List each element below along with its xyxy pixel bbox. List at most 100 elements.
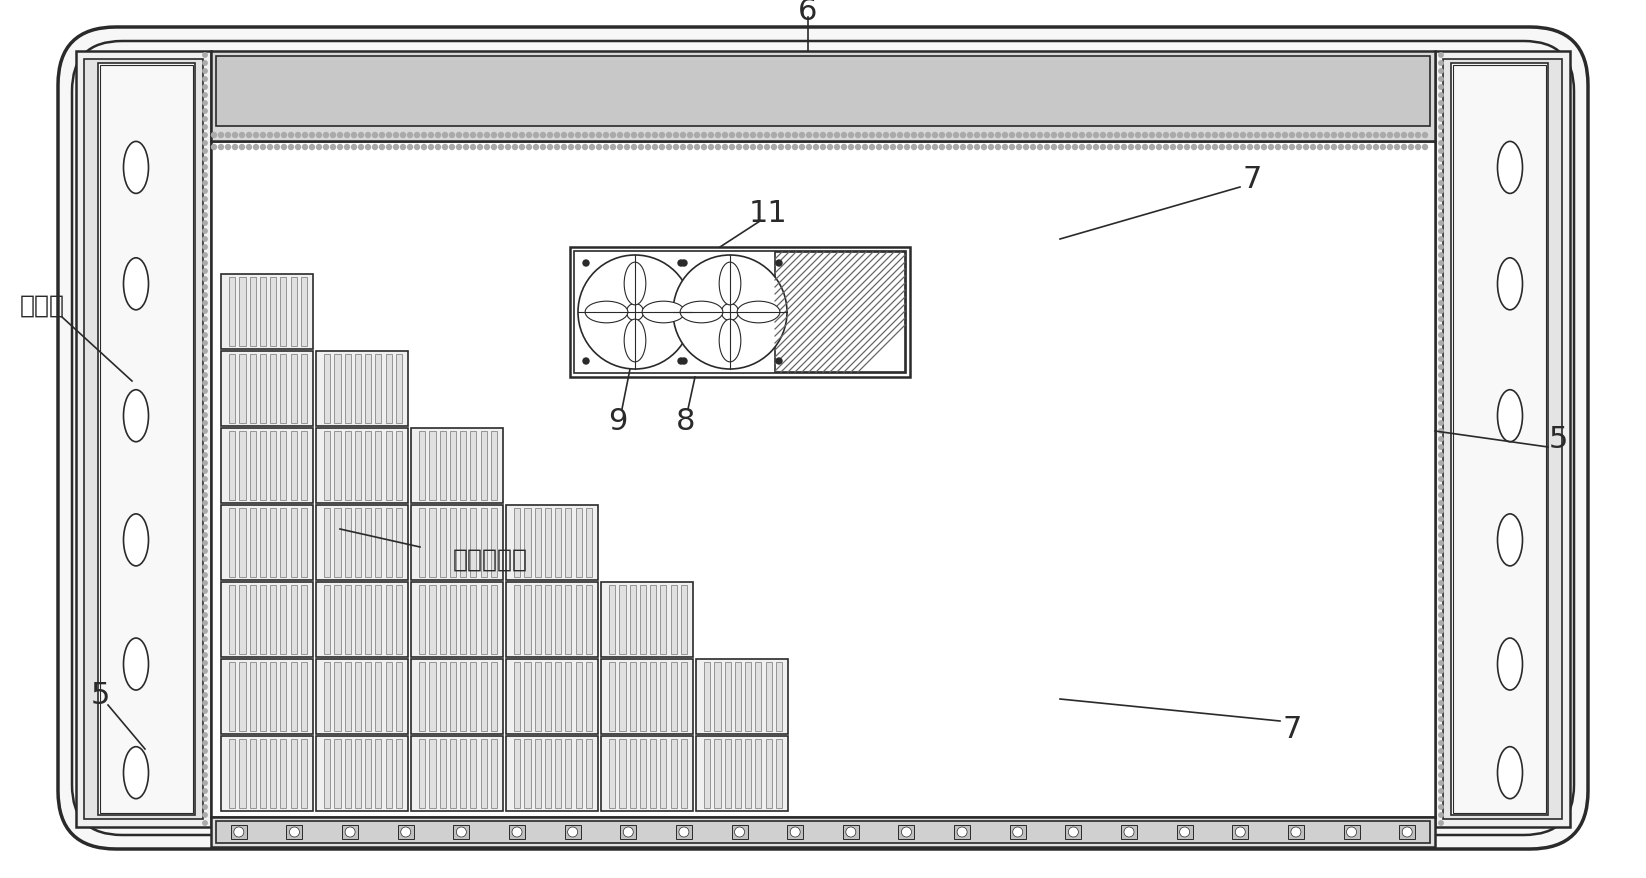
Circle shape xyxy=(1276,133,1281,139)
Circle shape xyxy=(202,629,207,634)
Circle shape xyxy=(202,262,207,266)
Circle shape xyxy=(617,146,622,150)
Circle shape xyxy=(428,146,433,150)
Bar xyxy=(576,586,581,654)
Circle shape xyxy=(1439,126,1444,130)
Circle shape xyxy=(202,429,207,434)
Circle shape xyxy=(202,517,207,522)
Circle shape xyxy=(1002,133,1007,139)
Circle shape xyxy=(1185,133,1190,139)
Circle shape xyxy=(1439,693,1444,697)
Bar xyxy=(681,662,686,731)
Circle shape xyxy=(1416,146,1420,150)
Circle shape xyxy=(1439,773,1444,777)
Circle shape xyxy=(807,146,811,150)
Circle shape xyxy=(1439,262,1444,266)
Circle shape xyxy=(202,86,207,90)
Circle shape xyxy=(1177,146,1182,150)
Circle shape xyxy=(645,146,650,150)
Bar xyxy=(630,662,635,731)
Bar xyxy=(290,277,296,347)
Circle shape xyxy=(202,174,207,178)
Bar xyxy=(619,662,625,731)
Circle shape xyxy=(202,733,207,738)
Circle shape xyxy=(1142,133,1147,139)
Circle shape xyxy=(1346,827,1356,837)
Circle shape xyxy=(202,613,207,617)
Circle shape xyxy=(989,146,994,150)
Circle shape xyxy=(1121,133,1126,139)
Circle shape xyxy=(933,133,938,139)
Bar xyxy=(565,508,571,578)
Circle shape xyxy=(729,146,734,150)
Bar xyxy=(398,825,413,839)
Circle shape xyxy=(352,133,357,139)
Circle shape xyxy=(905,146,910,150)
Circle shape xyxy=(202,541,207,545)
Bar xyxy=(260,586,267,654)
Bar xyxy=(491,586,497,654)
Circle shape xyxy=(568,146,573,150)
Bar xyxy=(375,739,382,808)
Bar xyxy=(260,662,267,731)
Bar xyxy=(216,57,1430,126)
Bar xyxy=(650,586,657,654)
Circle shape xyxy=(729,133,734,139)
Bar xyxy=(471,431,476,500)
Ellipse shape xyxy=(680,302,723,323)
Bar xyxy=(696,736,788,811)
Circle shape xyxy=(202,229,207,234)
Circle shape xyxy=(764,133,769,139)
Bar xyxy=(344,739,351,808)
Bar xyxy=(1287,825,1304,839)
Bar xyxy=(290,586,296,654)
Circle shape xyxy=(1080,146,1085,150)
Ellipse shape xyxy=(123,391,148,443)
Bar xyxy=(843,825,859,839)
Circle shape xyxy=(555,133,560,139)
Circle shape xyxy=(751,133,756,139)
Ellipse shape xyxy=(624,263,645,306)
Bar xyxy=(734,739,741,808)
Circle shape xyxy=(1439,565,1444,570)
Circle shape xyxy=(202,133,207,138)
Circle shape xyxy=(632,133,637,139)
Bar xyxy=(1009,825,1025,839)
Bar xyxy=(650,662,657,731)
Circle shape xyxy=(1325,133,1330,139)
Circle shape xyxy=(1129,133,1134,139)
Circle shape xyxy=(202,301,207,306)
Circle shape xyxy=(1180,827,1190,837)
Circle shape xyxy=(1304,133,1309,139)
Bar xyxy=(535,586,542,654)
Circle shape xyxy=(632,146,637,150)
Circle shape xyxy=(953,133,958,139)
Bar xyxy=(412,582,504,658)
Bar xyxy=(334,662,341,731)
Bar xyxy=(375,586,382,654)
Ellipse shape xyxy=(123,142,148,194)
Bar xyxy=(775,662,782,731)
Circle shape xyxy=(1439,613,1444,617)
Circle shape xyxy=(202,581,207,586)
Circle shape xyxy=(1198,146,1203,150)
Text: 9: 9 xyxy=(609,407,627,436)
Circle shape xyxy=(1439,637,1444,642)
Circle shape xyxy=(946,133,951,139)
Circle shape xyxy=(744,133,749,139)
Circle shape xyxy=(202,558,207,562)
Circle shape xyxy=(202,69,207,74)
Circle shape xyxy=(1439,501,1444,506)
Circle shape xyxy=(1045,146,1050,150)
Ellipse shape xyxy=(1498,638,1523,690)
Bar xyxy=(221,506,313,580)
Circle shape xyxy=(1439,334,1444,338)
Circle shape xyxy=(1261,133,1266,139)
Circle shape xyxy=(1439,581,1444,586)
Circle shape xyxy=(968,133,973,139)
Bar xyxy=(395,586,402,654)
Circle shape xyxy=(202,213,207,218)
Circle shape xyxy=(968,146,973,150)
Bar xyxy=(1452,64,1547,815)
Circle shape xyxy=(202,605,207,609)
